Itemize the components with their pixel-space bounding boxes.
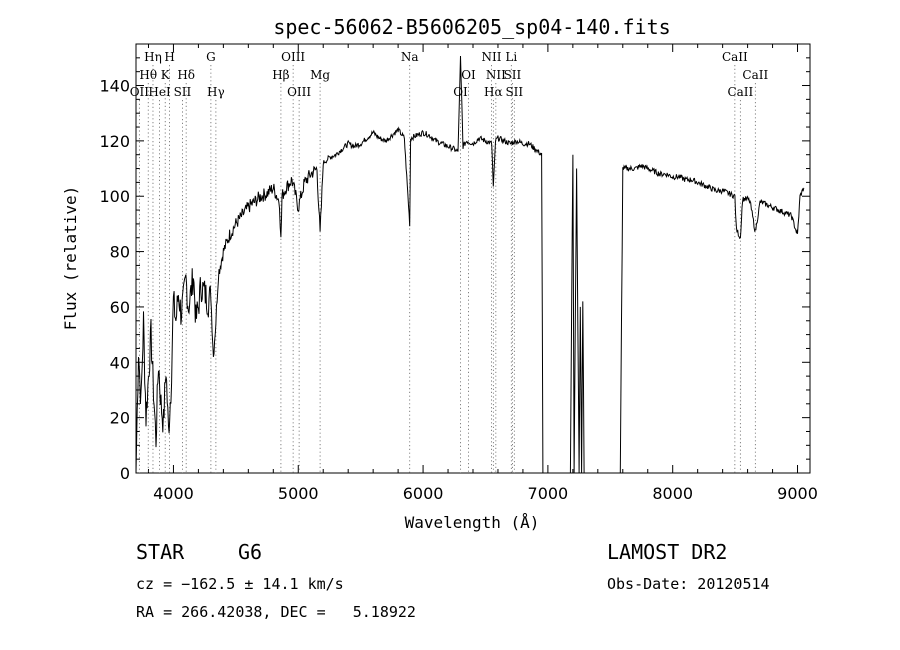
x-axis-label: Wavelength (Å) xyxy=(405,513,540,532)
line-marker-label: Mg xyxy=(310,68,330,82)
y-axis-label: Flux (relative) xyxy=(61,186,80,331)
line-marker-label: CaII xyxy=(727,85,753,99)
line-marker-label: OIII xyxy=(287,85,311,99)
line-marker-label: CaII xyxy=(742,68,768,82)
object-class: STAR xyxy=(136,540,185,564)
y-tick-label: 40 xyxy=(110,353,130,372)
object-subclass: G6 xyxy=(238,540,263,564)
line-marker-label: HeI xyxy=(148,85,171,99)
x-tick-label: 8000 xyxy=(652,484,693,503)
y-tick-label: 20 xyxy=(110,409,130,428)
coordinates-readout: RA = 266.42038, DEC = 5.18922 xyxy=(136,603,416,621)
chart-title: spec-56062-B5606205_sp04-140.fits xyxy=(273,15,670,39)
spectral-line-markers: OII Hη Hθ HeI KH SII Hδ G Hγ Hβ OIII OIII Mg Na OI OI NI… xyxy=(130,50,768,473)
x-tick-label: 5000 xyxy=(278,484,319,503)
line-marker-label: SII xyxy=(174,85,192,99)
y-tick-label: 120 xyxy=(99,132,130,151)
x-axis: 4000 5000 6000 7000 8000 9000 xyxy=(147,44,818,503)
line-marker-label: Hγ xyxy=(207,85,225,99)
x-tick-label: 7000 xyxy=(528,484,569,503)
line-marker-label: SII xyxy=(505,85,523,99)
line-marker-label: Li xyxy=(505,50,517,64)
survey-name: LAMOST DR2 xyxy=(607,540,728,564)
x-tick-label: 4000 xyxy=(153,484,194,503)
line-marker-label: OI xyxy=(461,68,476,82)
line-marker-label: Hη xyxy=(144,50,162,64)
y-tick-label: 140 xyxy=(99,77,130,96)
spectrum-line xyxy=(135,55,805,474)
y-axis: 0 20 40 60 80 100 120 140 xyxy=(99,57,810,483)
x-tick-label: 9000 xyxy=(777,484,818,503)
line-marker-label: OI xyxy=(453,85,468,99)
line-marker-label: K xyxy=(161,68,171,82)
redshift-readout: cz = −162.5 ± 14.1 km/s xyxy=(136,575,344,593)
line-marker-label: Na xyxy=(401,50,419,64)
observation-date: Obs-Date: 20120514 xyxy=(607,575,770,593)
line-marker-label: Hδ xyxy=(177,68,195,82)
y-tick-label: 60 xyxy=(110,298,130,317)
line-marker-label: Hθ xyxy=(139,68,157,82)
x-tick-label: 6000 xyxy=(403,484,444,503)
line-marker-label: H xyxy=(164,50,174,64)
line-marker-label: SII xyxy=(504,68,522,82)
plot-frame xyxy=(135,43,811,474)
line-marker-label: NII xyxy=(486,68,506,82)
y-tick-label: 0 xyxy=(120,464,130,483)
line-marker-label: Hα xyxy=(484,85,503,99)
y-tick-label: 80 xyxy=(110,243,130,262)
line-marker-label: NII xyxy=(481,50,501,64)
line-marker-label: OIII xyxy=(281,50,305,64)
line-marker-label: CaII xyxy=(722,50,748,64)
plot-border xyxy=(135,43,811,474)
y-tick-label: 100 xyxy=(99,187,130,206)
line-marker-label: OII xyxy=(130,85,150,99)
line-marker-label: Hβ xyxy=(272,68,289,82)
line-marker-label: G xyxy=(206,50,216,64)
